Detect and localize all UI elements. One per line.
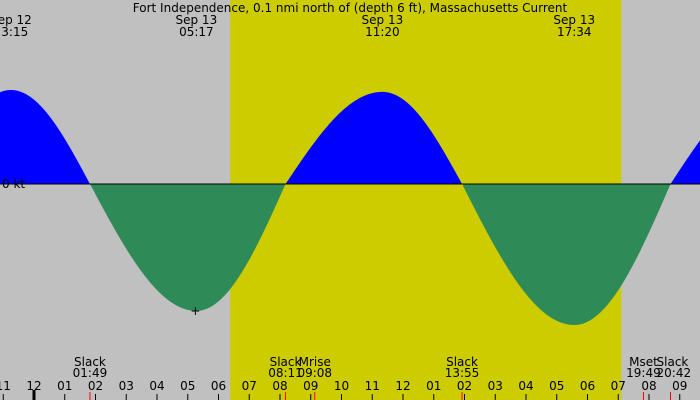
ebb-area-1 [90,184,286,311]
event-time-2: 09:08 [297,366,332,380]
event-time-1: 08:11 [268,366,303,380]
event-time-4: 19:49 [626,366,661,380]
flood-area-2 [286,91,463,184]
top-time-label-2: 11:20 [365,25,400,39]
hour-tick-label-4: 03 [119,379,134,393]
hour-tick-label-7: 06 [211,379,226,393]
hour-tick-label-20: 07 [611,379,626,393]
event-name-3: Slack [446,355,478,369]
hour-tick-label-11: 10 [334,379,349,393]
top-time-label-3: 17:34 [557,25,592,39]
bottom-events: Slack01:49Slack08:11Mrise09:08Slack13:55… [73,355,691,400]
top-date-label-3: Sep 13 [553,13,595,27]
top-date-label-2: Sep 13 [362,13,404,27]
hour-tick-label-14: 01 [426,379,441,393]
hour-tick-label-1: 12 [26,379,41,393]
top-date-label-0: Sep 12 [0,13,32,27]
event-name-0: Slack [74,355,106,369]
hour-tick-label-0: 11 [0,379,11,393]
hour-tick-label-5: 04 [149,379,164,393]
hour-tick-label-8: 07 [242,379,257,393]
hour-tick-label-21: 08 [641,379,656,393]
top-time-label-0: 23:15 [0,25,28,39]
event-name-2: Mrise [299,355,331,369]
top-date-label-1: Sep 13 [176,13,218,27]
hour-tick-label-15: 02 [457,379,472,393]
cursor-marker: + [190,304,200,318]
hour-tick-label-6: 05 [180,379,195,393]
event-time-0: 01:49 [73,366,108,380]
hour-tick-label-3: 02 [88,379,103,393]
hour-tick-label-10: 09 [303,379,318,393]
hour-tick-label-18: 05 [549,379,564,393]
event-time-3: 13:55 [445,366,480,380]
ebb-area-3 [463,184,671,325]
hour-tick-label-17: 04 [518,379,533,393]
hour-tick-label-12: 11 [365,379,380,393]
chart-title: Fort Independence, 0.1 nmi north of (dep… [133,1,568,15]
current-area-layer [0,90,700,325]
hour-tick-label-19: 06 [580,379,595,393]
hour-tick-label-2: 01 [57,379,72,393]
event-name-1: Slack [270,355,302,369]
top-time-label-1: 05:17 [179,25,214,39]
hour-tick-label-9: 08 [272,379,287,393]
event-name-4: Mset [629,355,658,369]
hour-tick-label-13: 12 [395,379,410,393]
hour-ticks: 11 12 01 02 03 04 05 06 07 08 09 10 11 12 01 02 03 04 05 06… [0,379,687,400]
event-time-5: 20:42 [657,366,692,380]
event-name-5: Slack [657,355,689,369]
flood-area-0 [0,90,90,184]
hour-tick-label-22: 09 [672,379,687,393]
hour-tick-label-16: 03 [488,379,503,393]
zero-label: 0 kt [2,177,25,191]
flood-area-4 [671,140,700,184]
